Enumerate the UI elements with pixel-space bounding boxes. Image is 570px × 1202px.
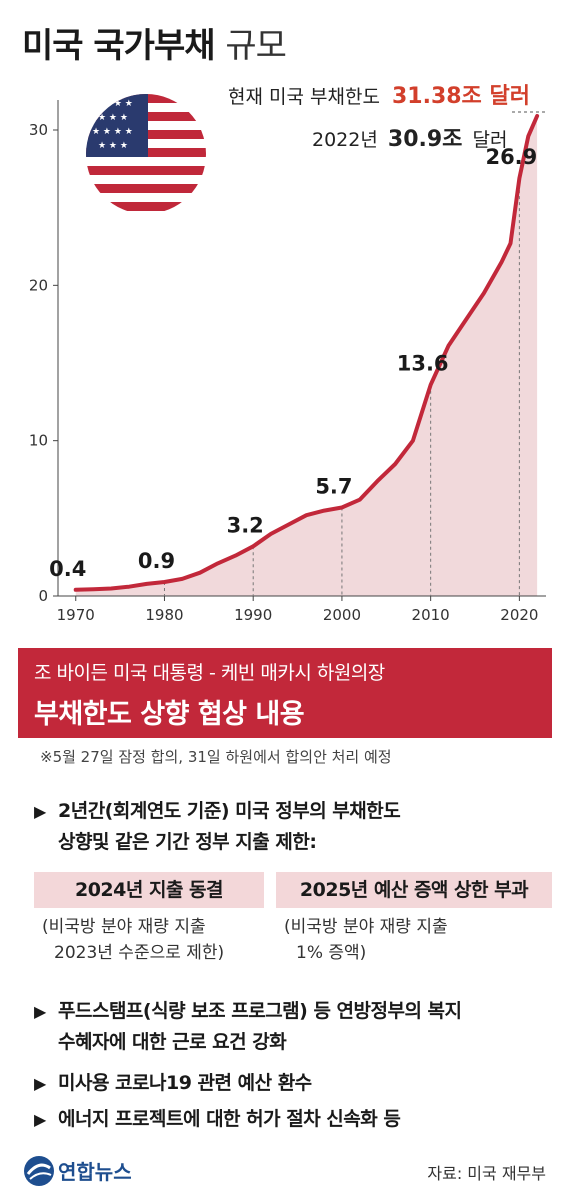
negotiation-banner: 조 바이든 미국 대통령 - 케빈 매카시 하원의장 부채한도 상향 협상 내용: [18, 648, 552, 738]
svg-text:★ ★ ★ ★: ★ ★ ★ ★: [92, 99, 133, 109]
us-flag-icon: ★ ★ ★ ★ ★ ★ ★ ★ ★ ★ ★ ★ ★ ★: [86, 94, 206, 214]
x-tick-label: 2020: [500, 606, 538, 624]
x-tick-label: 2010: [412, 606, 450, 624]
debt-line: [73, 114, 540, 592]
policy-box-2024: 2024년 지출 동결: [34, 872, 264, 908]
svg-text:★ ★ ★ ★: ★ ★ ★ ★: [92, 127, 133, 137]
policy-note-2024-line2: 2023년 수준으로 제한): [54, 943, 225, 963]
point-4: ▶ 에너지 프로젝트에 대한 허가 절차 신속화 등: [34, 1104, 401, 1135]
data-label: 3.2: [227, 513, 264, 537]
point-2-line2: 수혜자에 대한 근로 요건 강화: [58, 1031, 287, 1053]
point-1: ▶ 2년간(회계연도 기준) 미국 정부의 부채한도 상향및 같은 기간 정부 지…: [34, 796, 401, 857]
current-limit-prefix: 현재 미국 부채한도: [228, 86, 380, 108]
bullet-arrow-icon: ▶: [34, 1074, 46, 1093]
chart-title: 미국 국가부채 규모: [22, 18, 287, 67]
point-4-line1: 에너지 프로젝트에 대한 허가 절차 신속화 등: [58, 1108, 401, 1130]
policy-note-2025: (비국방 분야 재량 지출 1% 증액): [284, 914, 448, 966]
svg-text:★ ★ ★: ★ ★ ★: [98, 113, 128, 123]
point-3: ▶ 미사용 코로나19 관련 예산 환수: [34, 1068, 312, 1099]
banner-subtitle: 조 바이든 미국 대통령 - 케빈 매카시 하원의장: [34, 662, 385, 684]
x-tick-label: 1980: [145, 606, 183, 624]
debt-2022-value: 30.9조: [388, 127, 463, 152]
point-2-line1: 푸드스탬프(식량 보조 프로그램) 등 연방정부의 복지: [58, 1000, 462, 1022]
debt-area: [75, 116, 538, 596]
banner-title: 부채한도 상향 협상 내용: [34, 699, 305, 730]
globe-icon: [24, 1156, 54, 1186]
current-limit-label: 현재 미국 부채한도 31.38조 달러: [228, 84, 530, 109]
policy-note-2025-line2: 1% 증액): [296, 943, 367, 963]
point-2: ▶ 푸드스탬프(식량 보조 프로그램) 등 연방정부의 복지 수혜자에 대한 근로…: [34, 996, 462, 1057]
title-main: 미국 국가부채: [22, 26, 216, 66]
x-tick-label: 1990: [234, 606, 272, 624]
logo-text: 연합뉴스: [58, 1160, 132, 1184]
svg-text:★ ★ ★: ★ ★ ★: [98, 141, 128, 151]
x-tick-label: 1970: [57, 606, 95, 624]
y-tick-label: 30: [29, 121, 48, 139]
point-3-line1: 미사용 코로나19 관련 예산 환수: [58, 1072, 312, 1094]
source-note: 자료: 미국 재무부: [427, 1164, 546, 1183]
point-1-line1: 2년간(회계연도 기준) 미국 정부의 부채한도: [58, 800, 401, 822]
data-label: 26.9: [485, 145, 537, 169]
plot-area: 0 10 20 30 1970 1980 1990 2000 2010 2020 0.4 0.9 3.2…: [29, 100, 546, 624]
schedule-note: ※5월 27일 잠정 합의, 31일 하원에서 합의안 처리 예정: [40, 748, 392, 766]
policy-box-2025: 2025년 예산 증액 상한 부과: [276, 872, 552, 908]
data-label: 13.6: [397, 352, 449, 376]
debt-2022-prefix: 2022년: [312, 129, 378, 151]
y-tick-label: 10: [29, 432, 48, 450]
data-label: 0.4: [49, 557, 86, 581]
policy-note-2025-line1: (비국방 분야 재량 지출: [284, 917, 448, 937]
bullet-arrow-icon: ▶: [34, 1110, 46, 1129]
y-tick-label: 20: [29, 276, 48, 294]
title-sub: 규모: [225, 26, 287, 66]
debt-chart: ★ ★ ★ ★ ★ ★ ★ ★ ★ ★ ★ ★ ★ ★ 0 10 20 30 1970 1…: [29, 84, 548, 624]
debt-2022-label: 2022년 30.9조 달러: [312, 127, 507, 152]
bullet-arrow-icon: ▶: [34, 802, 46, 821]
policy-note-2024: (비국방 분야 재량 지출 2023년 수준으로 제한): [42, 914, 224, 966]
x-tick-label: 2000: [323, 606, 361, 624]
debt-2022-suffix: 달러: [472, 129, 507, 151]
y-tick-label: 0: [38, 587, 48, 605]
bullet-arrow-icon: ▶: [34, 1002, 46, 1021]
data-label: 5.7: [315, 474, 352, 498]
current-limit-value: 31.38조 달러: [392, 84, 530, 109]
data-label: 0.9: [138, 549, 175, 573]
point-1-line2: 상향및 같은 기간 정부 지출 제한:: [58, 831, 317, 853]
policy-note-2024-line1: (비국방 분야 재량 지출: [42, 917, 206, 937]
